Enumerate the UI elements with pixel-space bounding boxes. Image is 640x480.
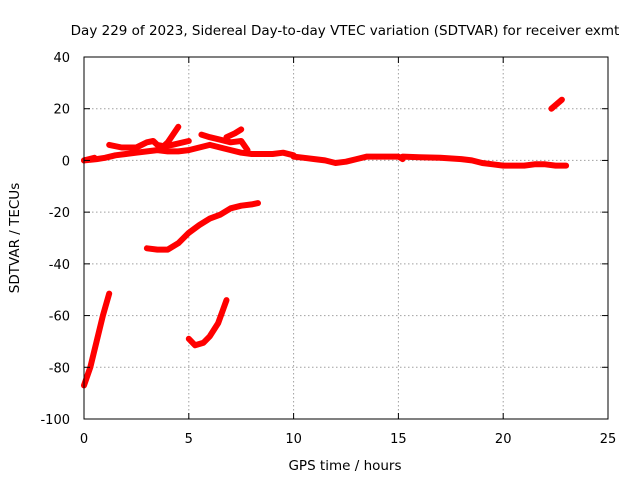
series-upper-band-1 <box>106 138 192 151</box>
x-tick-label: 15 <box>390 432 407 447</box>
y-tick-label: 0 <box>62 154 70 169</box>
series-main-band-early <box>81 141 297 164</box>
series-segment-hook <box>185 297 230 349</box>
y-axis-label: SDTVAR / TECUs <box>7 183 23 293</box>
y-tick-label: 40 <box>53 51 70 66</box>
chart-title: Day 229 of 2023, Sidereal Day-to-day VTE… <box>71 23 620 39</box>
x-tick-label: 0 <box>80 432 88 447</box>
y-tick-label: -60 <box>49 310 70 325</box>
series-main-band-mid <box>290 153 406 166</box>
grid-lines <box>84 57 608 419</box>
series-spike-1 <box>156 123 182 154</box>
x-tick-label: 10 <box>285 432 302 447</box>
series-segment-mid-rise <box>143 200 261 253</box>
y-tick-label: -80 <box>49 361 70 376</box>
axis-ticks: 0 5 10 15 20 25 -100 -80 -60 -40 -20 0 20 40 <box>40 51 616 447</box>
series-upper-band-2 <box>198 131 251 154</box>
plot-frame <box>83 56 609 420</box>
y-tick-label: -100 <box>40 413 70 428</box>
x-tick-label: 25 <box>600 432 617 447</box>
x-axis-label: GPS time / hours <box>288 458 401 474</box>
series-main-band-late <box>399 153 570 169</box>
data-series <box>81 96 570 389</box>
y-tick-label: 20 <box>53 103 70 118</box>
series-end-segment <box>548 96 565 112</box>
y-tick-label: -40 <box>49 258 70 273</box>
series-segment-steep-early <box>81 290 113 389</box>
y-tick-label: -20 <box>49 206 70 221</box>
series-spike-2 <box>223 126 245 141</box>
x-tick-label: 20 <box>495 432 512 447</box>
x-tick-label: 5 <box>185 432 193 447</box>
